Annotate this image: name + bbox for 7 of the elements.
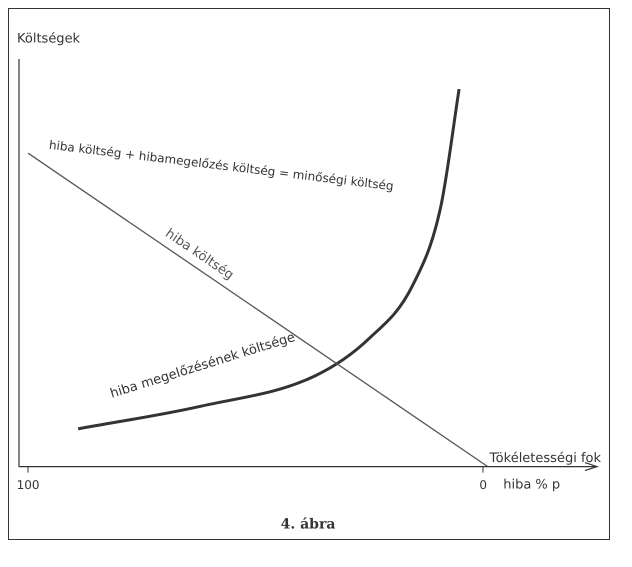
x-axis-title: hiba % p (503, 477, 560, 492)
text: 4. ábra (280, 516, 336, 533)
annotation: Tökéletességi fok (488, 450, 602, 466)
x-tick-label: 0 (479, 478, 488, 492)
y-axis-title: Költségek (17, 31, 81, 46)
x-tick-label: 100 (16, 478, 40, 492)
annotation: hiba költség + hibamegelőzés költség = minőségi költség (48, 138, 394, 194)
